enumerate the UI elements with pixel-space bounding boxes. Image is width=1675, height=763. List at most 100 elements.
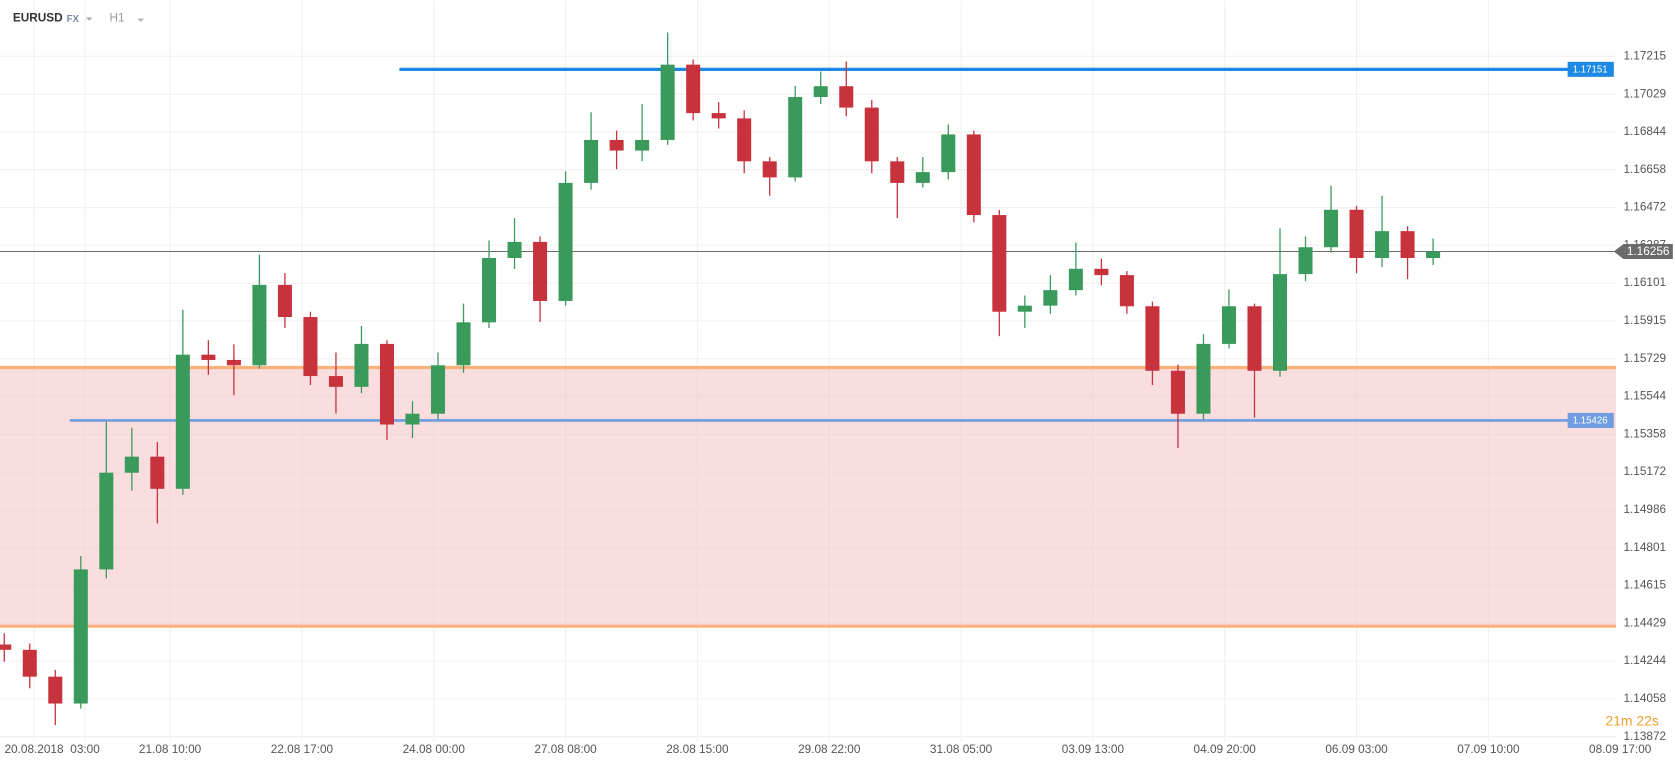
candle xyxy=(864,100,879,174)
candle xyxy=(660,32,675,145)
candle-body xyxy=(252,284,267,366)
y-tick-label: 1.16844 xyxy=(1623,124,1666,138)
candle-body xyxy=(73,569,88,704)
interval-caret[interactable] xyxy=(137,18,144,22)
candle xyxy=(99,421,114,579)
candle xyxy=(405,401,420,438)
y-tick-label: 1.14058 xyxy=(1623,691,1666,705)
candle-body xyxy=(48,676,63,704)
candle-body xyxy=(1375,231,1390,259)
candle xyxy=(430,352,446,420)
candle-body xyxy=(864,107,879,162)
y-tick-label: 1.14615 xyxy=(1623,578,1666,592)
candle xyxy=(48,669,63,726)
x-tick-label: 07.09 10:00 xyxy=(1457,742,1520,756)
candle xyxy=(1349,205,1364,274)
candle-body xyxy=(328,376,343,387)
candle xyxy=(1196,334,1211,420)
level-label-box xyxy=(1567,61,1614,77)
candle-body xyxy=(277,284,292,318)
candle-body xyxy=(941,134,956,173)
candle xyxy=(1170,364,1185,449)
market-caret[interactable] xyxy=(85,17,93,21)
x-tick-label: 27.08 08:00 xyxy=(534,742,597,756)
candle-body xyxy=(430,365,446,414)
candle-body xyxy=(609,139,624,151)
y-tick-label: 1.14986 xyxy=(1623,502,1666,516)
candle xyxy=(915,157,930,188)
x-tick-label: 04.09 20:00 xyxy=(1194,742,1257,756)
candle xyxy=(1298,236,1313,282)
countdown: 21m 22s xyxy=(1605,713,1658,729)
candle xyxy=(813,71,828,105)
candle xyxy=(558,171,573,306)
candle xyxy=(762,157,777,196)
candle xyxy=(201,340,216,375)
candle xyxy=(609,130,624,170)
candle-body xyxy=(584,139,599,183)
candle xyxy=(533,236,548,322)
candle-body xyxy=(635,139,650,151)
candle xyxy=(175,309,190,495)
candle-body xyxy=(1400,231,1415,259)
candle-body xyxy=(686,64,701,114)
candle xyxy=(635,104,650,162)
candle-body xyxy=(1272,274,1288,371)
candle-body xyxy=(99,472,114,570)
candle-body xyxy=(915,172,930,183)
candle xyxy=(482,240,497,329)
y-tick-label: 1.15172 xyxy=(1623,464,1666,478)
candle-body xyxy=(379,343,394,425)
candle-body xyxy=(456,322,471,366)
y-tick-label: 1.15729 xyxy=(1623,351,1666,365)
candle xyxy=(1094,258,1109,286)
candle xyxy=(226,344,241,396)
y-tick-label: 1.17029 xyxy=(1623,86,1666,100)
candle xyxy=(277,273,292,329)
x-tick-label: 24.08 00:00 xyxy=(403,742,466,756)
candle xyxy=(1272,228,1288,377)
candle-body xyxy=(507,241,522,259)
candle xyxy=(456,303,471,373)
candle xyxy=(1400,226,1415,280)
x-tick-label: 22.08 17:00 xyxy=(271,742,334,756)
zone xyxy=(0,367,1616,627)
candle-body xyxy=(1426,251,1441,259)
y-tick-label: 1.16101 xyxy=(1623,275,1666,289)
candle-body xyxy=(0,644,12,650)
x-tick-label: 08.09 17:00 xyxy=(1589,742,1652,756)
x-tick-label: 31.08 05:00 xyxy=(930,742,993,756)
x-tick-label: 29.08 22:00 xyxy=(798,742,861,756)
candle-body xyxy=(1170,370,1185,414)
candle xyxy=(1017,295,1032,329)
candle-body xyxy=(992,215,1007,312)
candle xyxy=(379,340,394,440)
candle xyxy=(0,633,12,662)
candle xyxy=(686,59,701,121)
candle xyxy=(303,311,318,386)
symbol[interactable]: EURUSD xyxy=(13,11,63,25)
candle xyxy=(1043,275,1058,314)
current-price-box xyxy=(1613,243,1673,260)
interval[interactable]: H1 xyxy=(110,11,125,25)
candle xyxy=(507,218,522,269)
candle-body xyxy=(533,241,548,301)
level-label-box xyxy=(1567,412,1614,428)
candle xyxy=(1145,301,1160,386)
candle-body xyxy=(1094,268,1109,276)
candle xyxy=(890,157,905,219)
header: EURUSD FX H1 xyxy=(13,11,144,25)
candle-body xyxy=(124,456,139,473)
market[interactable]: FX xyxy=(67,14,80,25)
candle xyxy=(252,254,267,369)
y-tick-label: 1.15358 xyxy=(1623,426,1666,440)
candle xyxy=(992,209,1007,337)
candle xyxy=(839,61,854,117)
x-tick-label: 03:00 xyxy=(70,742,100,756)
candle xyxy=(584,112,599,190)
candle-body xyxy=(1068,268,1083,291)
candle-body xyxy=(1298,247,1313,275)
x-tick-label: 03.09 13:00 xyxy=(1062,742,1125,756)
